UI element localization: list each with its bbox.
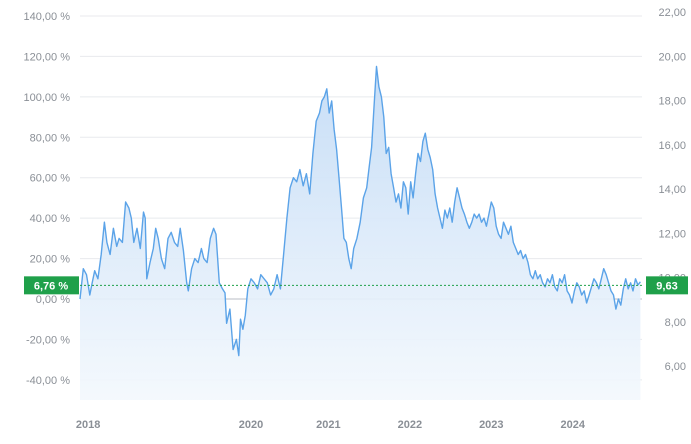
right-y-tick-label: 18,00 (658, 96, 686, 108)
x-tick-label: 2021 (316, 419, 340, 431)
x-tick-label: 2018 (76, 419, 100, 431)
right-y-tick-label: 12,00 (658, 228, 686, 240)
left-y-tick-label: 80,00 % (30, 132, 71, 144)
right-y-tick-label: 6,00 (665, 361, 686, 373)
left-y-tick-label: -40,00 % (26, 375, 70, 387)
right-y-tick-label: 8,00 (665, 317, 686, 329)
series-area-fill (80, 66, 641, 400)
x-tick-label: 2020 (239, 419, 263, 431)
x-axis: 2018 2020 2021 2022 2023 2024 (76, 419, 586, 431)
reference-badges: 6,76 % 9,63 (24, 276, 688, 295)
left-y-tick-label: 140,00 % (24, 11, 71, 23)
right-y-tick-label: 16,00 (658, 140, 686, 152)
left-y-tick-label: 40,00 % (30, 213, 71, 225)
left-y-tick-label: 20,00 % (30, 254, 71, 266)
left-y-axis: -40,00 % -20,00 % 0,00 % 20,00 % 40,00 % 60,0… (24, 11, 71, 387)
right-y-tick-label: 22,00 (658, 7, 686, 19)
left-y-tick-label: -20,00 % (26, 334, 70, 346)
x-tick-label: 2024 (561, 419, 586, 431)
reference-badge-right-label: 9,63 (656, 280, 677, 292)
series-area (80, 66, 641, 400)
series-line (79, 65, 641, 357)
reference-badge-left (24, 276, 79, 295)
right-y-tick-label: 20,00 (658, 51, 686, 63)
x-tick-label: 2022 (398, 419, 422, 431)
reference-badge-right (646, 276, 688, 295)
left-y-tick-label: 60,00 % (30, 173, 71, 185)
right-y-axis: 6,008,0010,0012,0014,0016,0018,0020,0022… (658, 7, 686, 373)
x-tick-label: 2023 (479, 419, 503, 431)
reference-badge-left-label: 6,76 % (34, 280, 68, 292)
left-y-tick-label: 100,00 % (24, 92, 71, 104)
left-y-tick-label: 0,00 % (36, 294, 70, 306)
left-y-tick-label: 120,00 % (24, 51, 71, 63)
right-y-tick-label: 14,00 (658, 184, 686, 196)
series-line-layer (79, 65, 641, 357)
